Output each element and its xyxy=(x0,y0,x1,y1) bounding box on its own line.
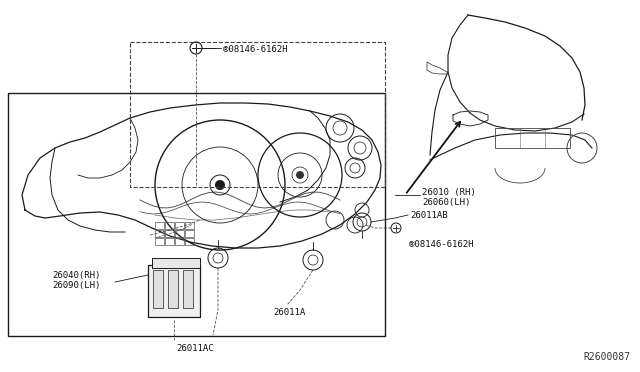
Bar xyxy=(165,230,174,237)
Text: 26011AB: 26011AB xyxy=(410,211,447,219)
Bar xyxy=(130,42,385,187)
Bar xyxy=(175,222,184,229)
Bar xyxy=(175,230,184,237)
Text: ®08146-6162H: ®08146-6162H xyxy=(223,45,287,54)
Text: 26060(LH): 26060(LH) xyxy=(422,198,470,206)
Bar xyxy=(148,265,200,317)
Bar xyxy=(175,238,184,245)
Circle shape xyxy=(215,180,225,190)
Text: 26011AC: 26011AC xyxy=(176,344,214,353)
Bar xyxy=(185,238,194,245)
Bar xyxy=(165,238,174,245)
Text: 26010 (RH): 26010 (RH) xyxy=(422,187,476,196)
Text: R2600087: R2600087 xyxy=(583,352,630,362)
Bar xyxy=(185,222,194,229)
Bar xyxy=(185,230,194,237)
Bar xyxy=(8,93,385,336)
Text: 26040(RH): 26040(RH) xyxy=(52,271,100,280)
Text: 26011A: 26011A xyxy=(273,308,305,317)
Bar xyxy=(153,270,163,308)
Bar xyxy=(495,128,570,148)
Bar xyxy=(155,230,164,237)
Text: 26090(LH): 26090(LH) xyxy=(52,281,100,290)
Bar xyxy=(152,258,200,268)
Text: ®08146-6162H: ®08146-6162H xyxy=(409,240,474,248)
Bar xyxy=(165,222,174,229)
Bar xyxy=(183,270,193,308)
Bar xyxy=(168,270,178,308)
Bar xyxy=(155,238,164,245)
Bar xyxy=(155,222,164,229)
Circle shape xyxy=(296,171,304,179)
